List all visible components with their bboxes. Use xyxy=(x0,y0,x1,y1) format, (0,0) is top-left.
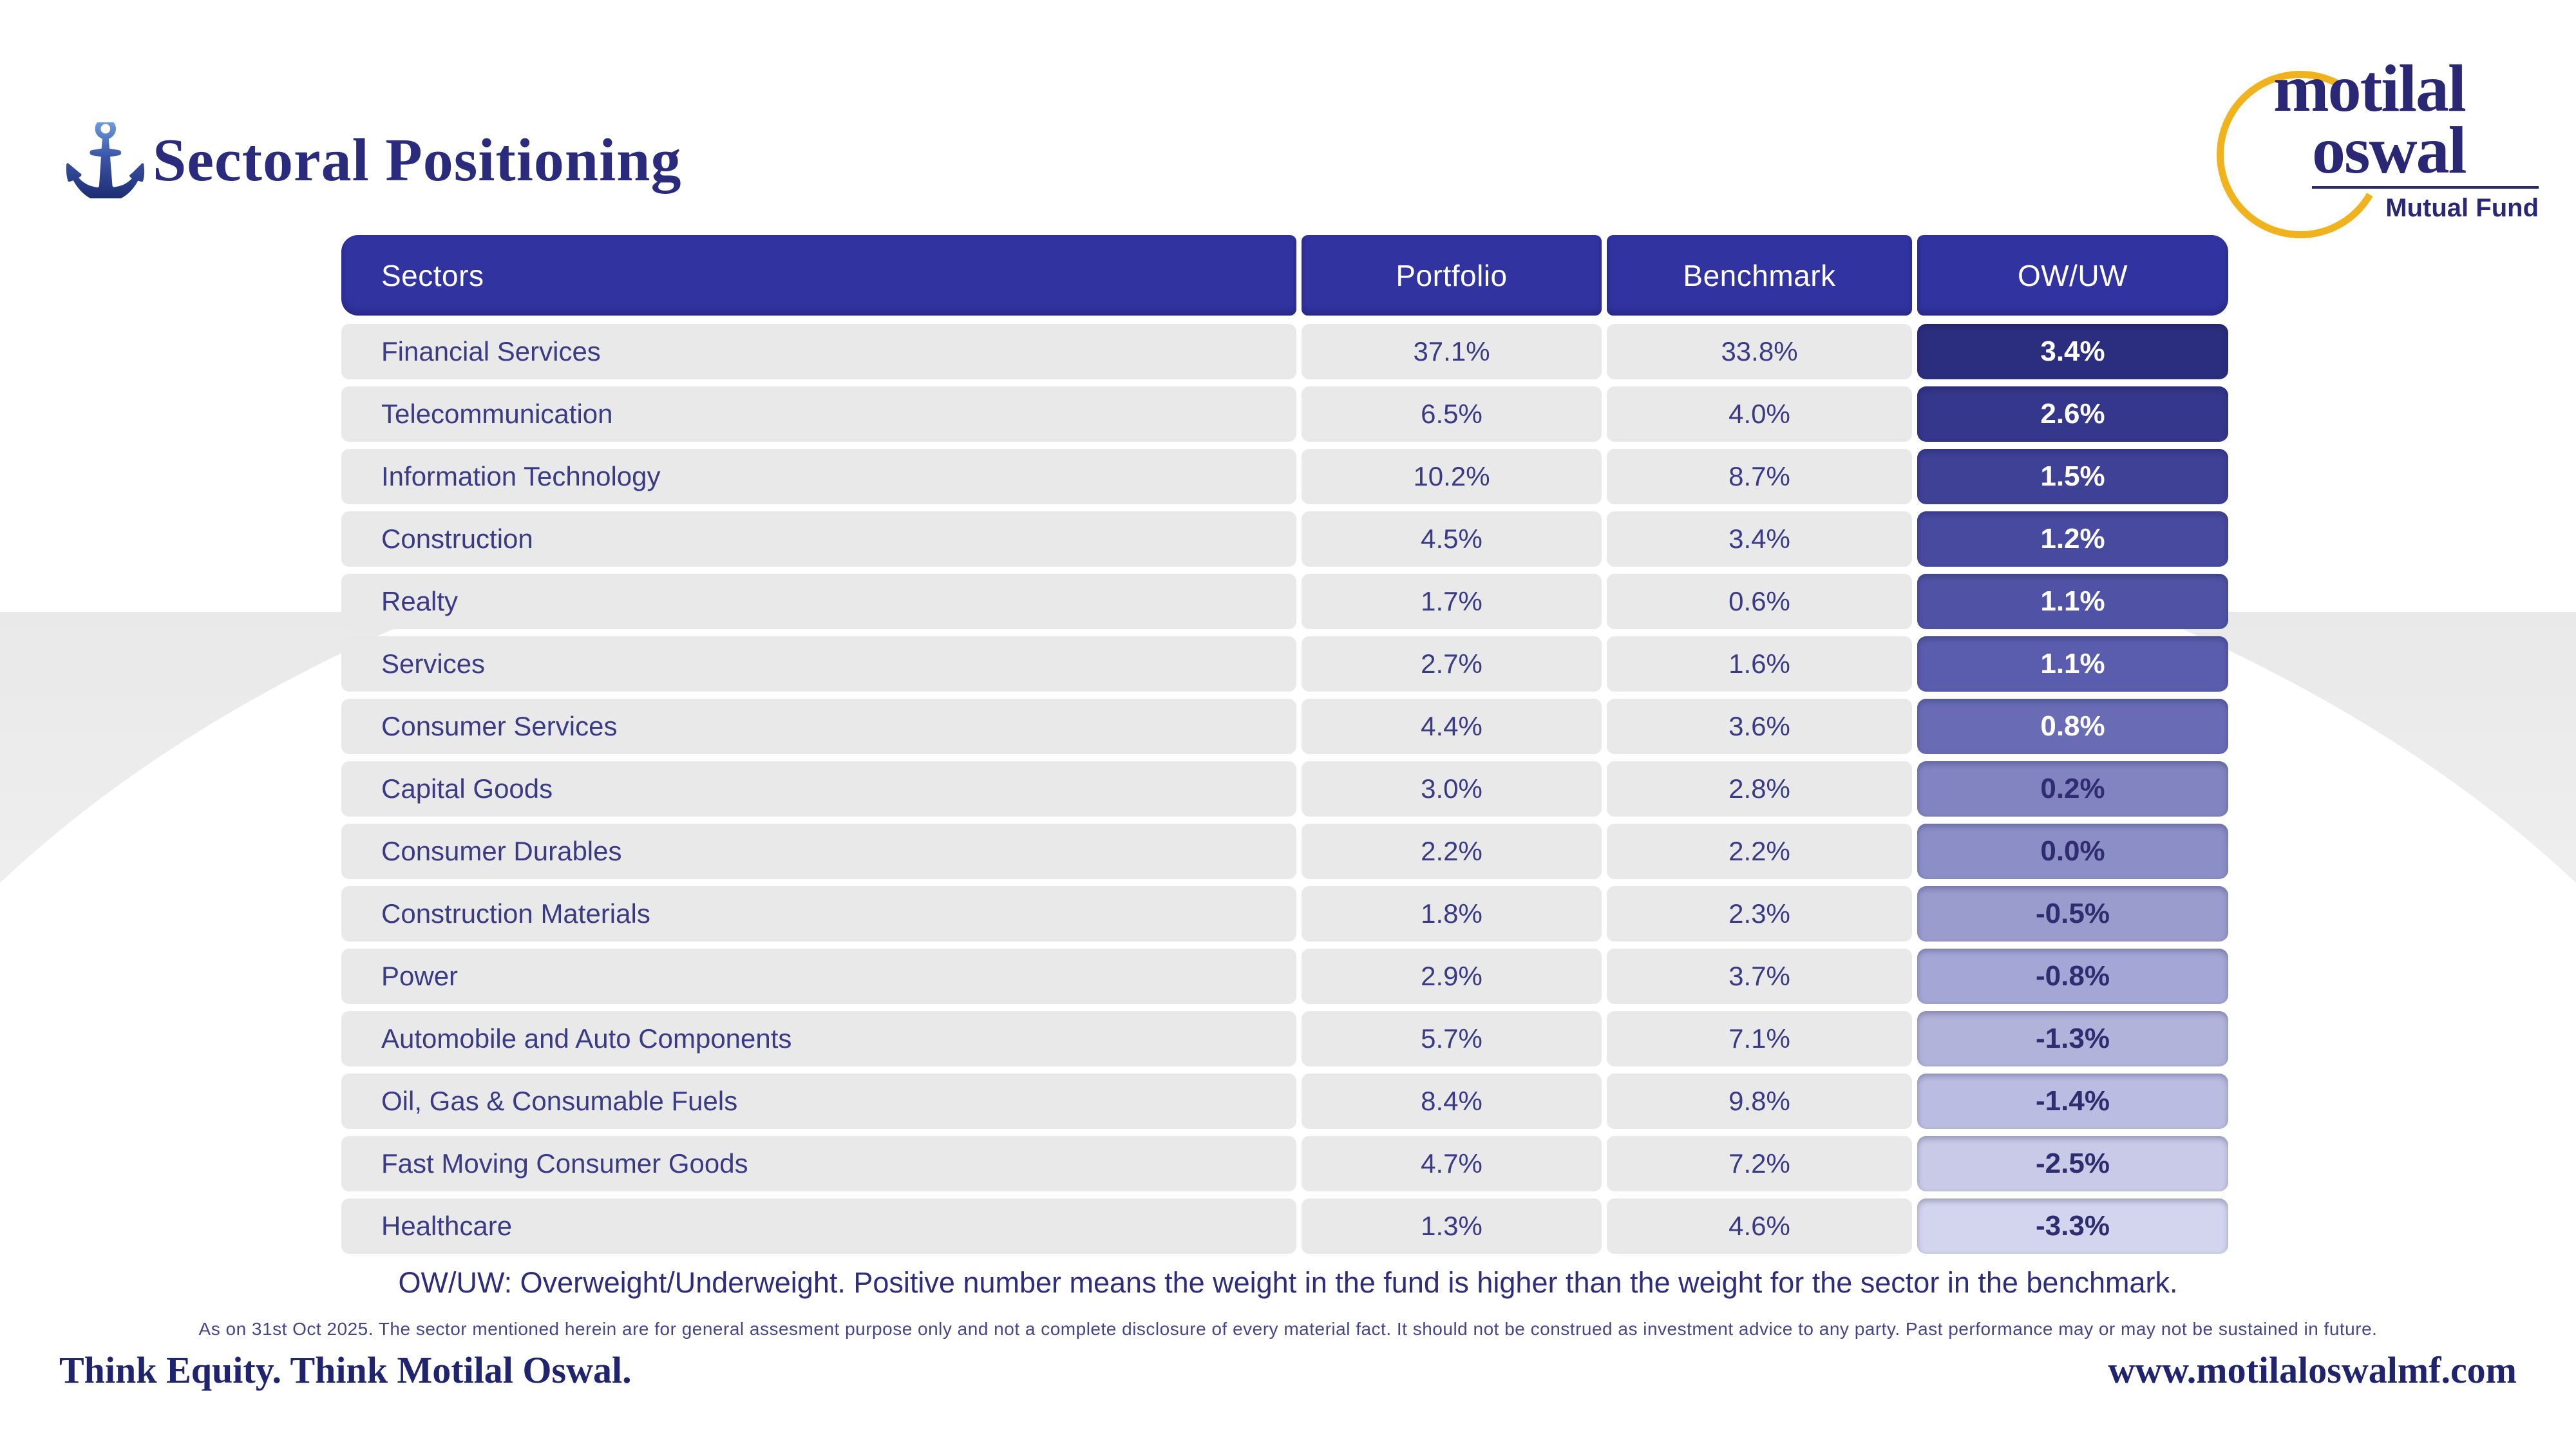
owuw-cell: 1.2% xyxy=(1917,511,2228,567)
sector-cell: Realty xyxy=(341,574,1296,629)
owuw-explanation-note: OW/UW: Overweight/Underweight. Positive … xyxy=(398,1266,2178,1299)
table-row: Financial Services 37.1% 33.8% 3.4% xyxy=(341,324,2228,379)
table-row: Consumer Services 4.4% 3.6% 0.8% xyxy=(341,699,2228,754)
owuw-cell: -0.8% xyxy=(1917,949,2228,1004)
sector-cell: Fast Moving Consumer Goods xyxy=(341,1136,1296,1191)
table-row: Information Technology 10.2% 8.7% 1.5% xyxy=(341,449,2228,504)
owuw-cell: 0.8% xyxy=(1917,699,2228,754)
portfolio-cell: 10.2% xyxy=(1302,449,1602,504)
sector-cell: Services xyxy=(341,636,1296,692)
table-row: Consumer Durables 2.2% 2.2% 0.0% xyxy=(341,824,2228,879)
benchmark-cell: 4.0% xyxy=(1607,386,1912,442)
sector-cell: Construction xyxy=(341,511,1296,567)
portfolio-cell: 1.8% xyxy=(1302,886,1602,942)
portfolio-cell: 2.2% xyxy=(1302,824,1602,879)
sector-cell: Automobile and Auto Components xyxy=(341,1011,1296,1066)
owuw-cell: 3.4% xyxy=(1917,324,2228,379)
benchmark-cell: 8.7% xyxy=(1607,449,1912,504)
page-title-block: ⚓ Sectoral Positioning xyxy=(58,118,682,203)
website-link[interactable]: www.motilaloswalmf.com xyxy=(2108,1349,2517,1391)
owuw-cell: 0.0% xyxy=(1917,824,2228,879)
table-row: Oil, Gas & Consumable Fuels 8.4% 9.8% -1… xyxy=(341,1074,2228,1129)
owuw-cell: -2.5% xyxy=(1917,1136,2228,1191)
table-row: Construction 4.5% 3.4% 1.2% xyxy=(341,511,2228,567)
sector-cell: Telecommunication xyxy=(341,386,1296,442)
benchmark-cell: 3.6% xyxy=(1607,699,1912,754)
owuw-cell: 2.6% xyxy=(1917,386,2228,442)
sector-cell: Power xyxy=(341,949,1296,1004)
column-header-benchmark: Benchmark xyxy=(1607,235,1912,316)
benchmark-cell: 2.3% xyxy=(1607,886,1912,942)
owuw-cell: 1.1% xyxy=(1917,574,2228,629)
benchmark-cell: 2.8% xyxy=(1607,761,1912,817)
sector-cell: Capital Goods xyxy=(341,761,1296,817)
sector-cell: Financial Services xyxy=(341,324,1296,379)
anchor-icon: ⚓ xyxy=(58,118,153,203)
benchmark-cell: 0.6% xyxy=(1607,574,1912,629)
portfolio-cell: 2.7% xyxy=(1302,636,1602,692)
owuw-cell: -1.4% xyxy=(1917,1074,2228,1129)
owuw-cell: 1.1% xyxy=(1917,636,2228,692)
column-header-owuw: OW/UW xyxy=(1917,235,2228,316)
portfolio-cell: 2.9% xyxy=(1302,949,1602,1004)
column-header-portfolio: Portfolio xyxy=(1302,235,1602,316)
sector-cell: Consumer Durables xyxy=(341,824,1296,879)
logo-wordmark: motilal oswal Mutual Fund xyxy=(2273,52,2539,223)
column-header-sectors: Sectors xyxy=(341,235,1296,316)
owuw-cell: -3.3% xyxy=(1917,1198,2228,1254)
sector-cell: Information Technology xyxy=(341,449,1296,504)
portfolio-cell: 3.0% xyxy=(1302,761,1602,817)
table-row: Healthcare 1.3% 4.6% -3.3% xyxy=(341,1198,2228,1254)
table-row: Fast Moving Consumer Goods 4.7% 7.2% -2.… xyxy=(341,1136,2228,1191)
disclaimer-text: As on 31st Oct 2025. The sector mentione… xyxy=(198,1319,2378,1339)
owuw-cell: -1.3% xyxy=(1917,1011,2228,1066)
portfolio-cell: 1.3% xyxy=(1302,1198,1602,1254)
table-row: Telecommunication 6.5% 4.0% 2.6% xyxy=(341,386,2228,442)
logo-word-motilal: motilal xyxy=(2273,52,2467,126)
sector-cell: Consumer Services xyxy=(341,699,1296,754)
benchmark-cell: 7.1% xyxy=(1607,1011,1912,1066)
owuw-cell: 1.5% xyxy=(1917,449,2228,504)
table-header: Sectors Portfolio Benchmark OW/UW xyxy=(341,235,2228,316)
table-row: Services 2.7% 1.6% 1.1% xyxy=(341,636,2228,692)
logo-word-oswal: oswal xyxy=(2312,113,2467,187)
benchmark-cell: 1.6% xyxy=(1607,636,1912,692)
benchmark-cell: 33.8% xyxy=(1607,324,1912,379)
benchmark-cell: 4.6% xyxy=(1607,1198,1912,1254)
benchmark-cell: 3.4% xyxy=(1607,511,1912,567)
portfolio-cell: 37.1% xyxy=(1302,324,1602,379)
portfolio-cell: 4.5% xyxy=(1302,511,1602,567)
portfolio-cell: 4.4% xyxy=(1302,699,1602,754)
brand-tagline: Think Equity. Think Motilal Oswal. xyxy=(59,1349,632,1391)
sector-cell: Construction Materials xyxy=(341,886,1296,942)
portfolio-cell: 1.7% xyxy=(1302,574,1602,629)
motilal-oswal-logo: motilal oswal Mutual Fund xyxy=(2197,52,2539,258)
benchmark-cell: 3.7% xyxy=(1607,949,1912,1004)
portfolio-cell: 4.7% xyxy=(1302,1136,1602,1191)
sector-cell: Oil, Gas & Consumable Fuels xyxy=(341,1074,1296,1129)
benchmark-cell: 9.8% xyxy=(1607,1074,1912,1129)
table-row: Realty 1.7% 0.6% 1.1% xyxy=(341,574,2228,629)
table-row: Power 2.9% 3.7% -0.8% xyxy=(341,949,2228,1004)
owuw-cell: 0.2% xyxy=(1917,761,2228,817)
benchmark-cell: 2.2% xyxy=(1607,824,1912,879)
portfolio-cell: 8.4% xyxy=(1302,1074,1602,1129)
portfolio-cell: 5.7% xyxy=(1302,1011,1602,1066)
table-row: Automobile and Auto Components 5.7% 7.1%… xyxy=(341,1011,2228,1066)
table-row: Capital Goods 3.0% 2.8% 0.2% xyxy=(341,761,2228,817)
owuw-cell: -0.5% xyxy=(1917,886,2228,942)
benchmark-cell: 7.2% xyxy=(1607,1136,1912,1191)
logo-divider xyxy=(2312,186,2539,189)
page-title: Sectoral Positioning xyxy=(152,127,682,194)
table-row: Construction Materials 1.8% 2.3% -0.5% xyxy=(341,886,2228,942)
logo-subtitle: Mutual Fund xyxy=(2385,194,2539,223)
portfolio-cell: 6.5% xyxy=(1302,386,1602,442)
table-body: Financial Services 37.1% 33.8% 3.4% Tele… xyxy=(341,324,2228,1254)
sector-cell: Healthcare xyxy=(341,1198,1296,1254)
